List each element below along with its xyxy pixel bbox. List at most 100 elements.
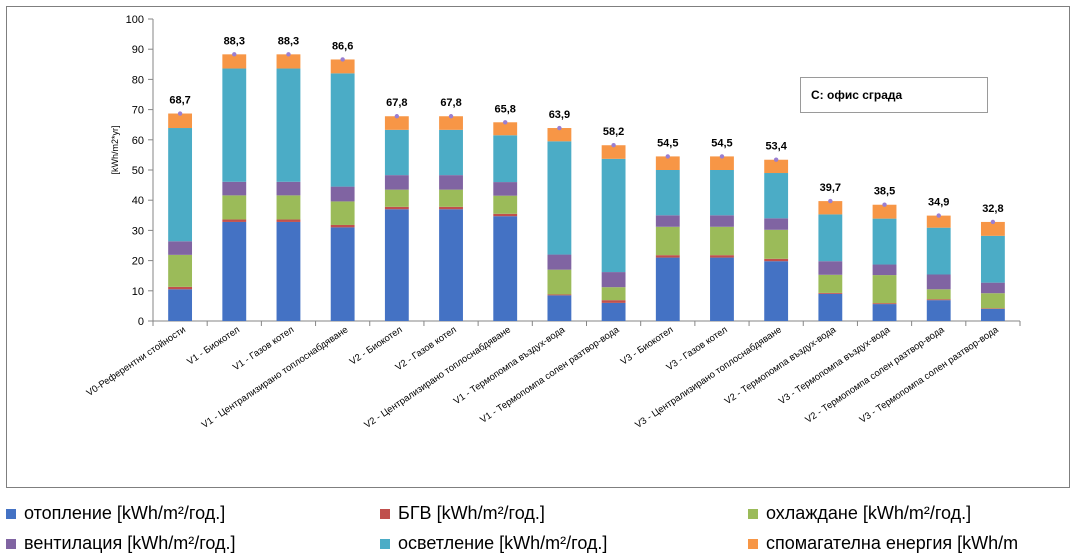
bar-segment — [926, 215, 951, 228]
bar-segment — [926, 289, 951, 300]
y-tick-label: 100 — [126, 14, 144, 26]
legend-item: спомагателна енергия [kWh/m — [748, 533, 1018, 554]
bar-segment — [384, 116, 409, 130]
total-marker — [665, 154, 670, 159]
legend-label: отопление [kWh/m²/год.] — [24, 503, 226, 523]
bar-segment — [547, 269, 572, 295]
bar-segment — [222, 221, 247, 321]
bar-segment — [601, 272, 626, 288]
bar-segment — [655, 215, 680, 227]
bar-segment — [818, 274, 843, 293]
bar-segment — [710, 156, 734, 170]
bar-segment — [493, 122, 518, 136]
bar-segment — [330, 59, 355, 74]
bar-segment — [872, 304, 897, 321]
total-marker — [882, 202, 887, 207]
bar-segment — [980, 282, 1005, 294]
legend-swatch — [6, 508, 16, 519]
bars — [168, 54, 1005, 321]
bar-segment — [764, 173, 789, 219]
bar-segment — [818, 201, 843, 215]
bar-segment — [601, 302, 626, 321]
bar-segment — [439, 209, 463, 321]
bar-segment — [547, 295, 572, 321]
bar-segment — [330, 227, 355, 321]
bar-segment — [276, 54, 301, 69]
legend-item: отопление [kWh/m²/год.] — [6, 503, 225, 524]
bar-segment — [926, 300, 951, 321]
total-marker — [503, 120, 508, 125]
bar-segment — [655, 255, 680, 258]
bar-segment — [276, 195, 301, 220]
bar-segment — [601, 145, 626, 159]
total-marker — [232, 52, 237, 57]
bar-segment — [493, 135, 518, 183]
total-marker — [773, 157, 779, 162]
bar-segment — [764, 218, 789, 230]
total-data-label: 67,8 — [386, 97, 407, 109]
total-marker — [719, 154, 725, 159]
bar-segment — [764, 261, 789, 321]
bar-segment — [655, 156, 680, 170]
bar-segment — [601, 287, 626, 301]
bar-segment — [330, 73, 355, 187]
bar-segment — [439, 189, 463, 207]
bar-segment — [655, 257, 680, 321]
legend-swatch — [748, 508, 758, 519]
legend: отопление [kWh/m²/год.] БГВ [kWh/m²/год.]… — [0, 498, 1076, 559]
total-data-label: 32,8 — [982, 203, 1003, 215]
category-label: V3 - Биокотел — [619, 324, 676, 367]
total-marker — [611, 143, 616, 148]
bar-segment — [710, 255, 734, 258]
total-data-label: 65,8 — [495, 103, 516, 115]
total-data-label: 63,9 — [549, 109, 570, 121]
y-tick-label: 40 — [132, 195, 144, 207]
bar-segment — [872, 218, 897, 265]
bar-segment — [980, 293, 1005, 309]
category-label: V2 - Биокотел — [348, 324, 405, 367]
bar-segment — [276, 219, 301, 222]
bar-segment — [764, 159, 789, 174]
legend-swatch — [380, 508, 390, 519]
legend-item: охлаждане [kWh/m²/год.] — [748, 503, 971, 524]
y-tick-label: 50 — [132, 165, 144, 177]
bar-segment — [926, 299, 951, 301]
bar-segment — [168, 254, 193, 287]
total-marker — [936, 213, 941, 218]
legend-swatch — [380, 538, 390, 549]
annotation-text: С: офис сграда — [811, 88, 903, 102]
legend-swatch — [6, 538, 16, 549]
bar-segment — [168, 241, 193, 255]
bar-segment — [222, 219, 247, 222]
total-marker — [286, 52, 291, 57]
bar-segment — [330, 201, 355, 225]
y-tick-label: 60 — [132, 135, 144, 147]
y-tick-label: 0 — [138, 316, 144, 328]
bar-segment — [710, 215, 734, 227]
annotation-box: С: офис сграда — [800, 77, 988, 113]
bar-segment — [818, 292, 843, 294]
legend-label: БГВ [kWh/m²/год.] — [398, 503, 545, 523]
total-data-label: 67,8 — [440, 97, 461, 109]
bar-segment — [439, 116, 463, 130]
bar-segment — [493, 195, 518, 214]
legend-label: спомагателна енергия [kWh/m — [766, 533, 1019, 553]
bar-segment — [276, 221, 301, 321]
bar-segment — [547, 254, 572, 270]
bar-segment — [168, 286, 193, 290]
y-axis-label: [kWh/m2*yr] — [110, 125, 120, 174]
bar-segment — [222, 181, 247, 196]
total-data-label: 34,9 — [928, 197, 949, 209]
bar-segment — [980, 308, 1005, 321]
total-data-label: 58,2 — [603, 126, 624, 138]
category-label: V0-Референтни стойности — [85, 324, 188, 399]
bar-segment — [493, 213, 518, 217]
bar-segment — [384, 206, 409, 210]
legend-label: осветление [kWh/m²/год.] — [398, 533, 608, 553]
legend-item: БГВ [kWh/m²/год.] — [380, 503, 545, 524]
bar-segment — [710, 170, 734, 216]
bar-segment — [764, 229, 789, 259]
bar-segment — [439, 175, 463, 190]
y-tick-label: 10 — [132, 286, 144, 298]
